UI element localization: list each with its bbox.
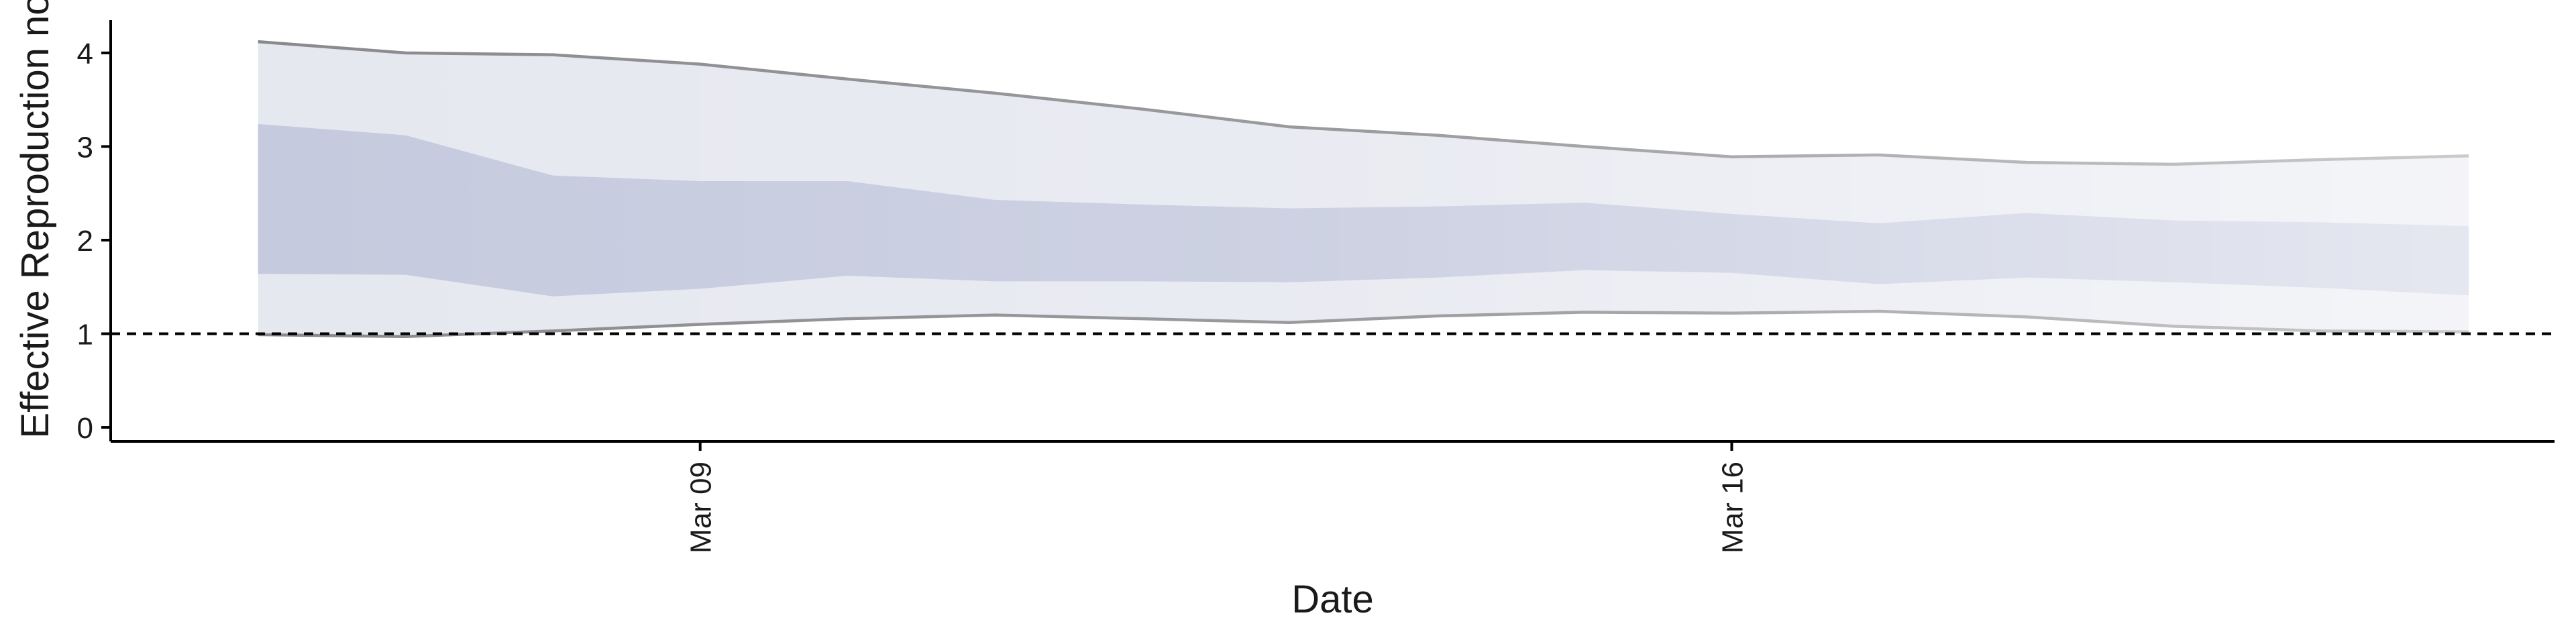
x-axis-title: Date [1291, 578, 1374, 621]
y-tick-label: 1 [77, 319, 93, 352]
y-tick-label: 3 [77, 131, 93, 164]
credible-interval-bands [258, 20, 2469, 441]
y-tick-label: 4 [77, 38, 93, 70]
x-tick-label: Mar 16 [1716, 462, 1749, 553]
y-axis-title: Effective Reproduction no. [13, 0, 57, 439]
band-fade-overlay [258, 20, 2469, 441]
x-tick-label: Mar 09 [685, 462, 718, 553]
y-tick-label: 0 [77, 412, 93, 445]
axes: 0 1 2 3 4 Mar 09 Mar 16 [77, 20, 2555, 553]
y-tick-label: 2 [77, 225, 93, 258]
